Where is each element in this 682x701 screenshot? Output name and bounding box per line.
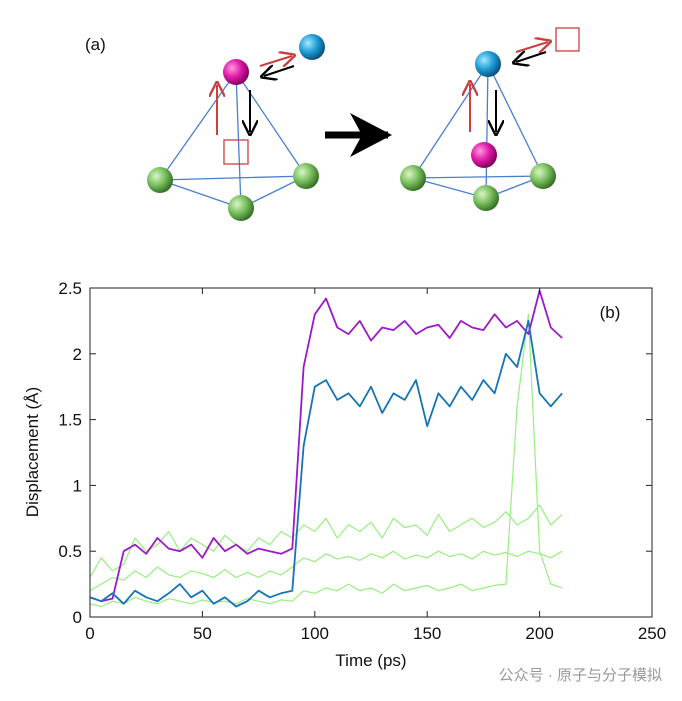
plot-frame <box>89 287 653 618</box>
panel-label: (a) <box>85 35 106 54</box>
x-tick-label: 50 <box>193 624 212 643</box>
atom <box>293 163 319 189</box>
y-tick-label: 1 <box>73 476 82 495</box>
atom <box>223 59 249 85</box>
x-tick-label: 100 <box>301 624 329 643</box>
arrow <box>259 56 292 66</box>
diagram-right <box>412 63 544 199</box>
atom <box>530 163 556 189</box>
plot: 0 50 100 150 200 250 0 0.5 1 1.5 2 2.5 <box>58 279 666 643</box>
x-tick-label: 250 <box>638 624 666 643</box>
vacancy <box>555 27 580 52</box>
atom <box>400 165 426 191</box>
x-tick-label: 0 <box>85 624 94 643</box>
x-tick-label: 200 <box>525 624 553 643</box>
atom <box>147 167 173 193</box>
x-tick-label: 150 <box>413 624 441 643</box>
vacancy <box>223 139 249 165</box>
arrow <box>515 42 548 52</box>
x-axis-label: Time (ps) <box>335 651 406 670</box>
series-line <box>89 504 563 578</box>
series-line <box>89 289 563 603</box>
watermark: 公众号 · 原子与分子模拟 <box>499 667 662 684</box>
series-line <box>89 313 563 608</box>
atom <box>299 34 325 60</box>
atom <box>228 195 254 221</box>
atom <box>473 185 499 211</box>
y-tick-label: 0.5 <box>58 542 82 561</box>
series-line <box>89 320 563 608</box>
y-tick-label: 0 <box>73 608 82 627</box>
series-line <box>89 550 563 592</box>
y-tick-label: 1.5 <box>58 411 82 430</box>
arrow <box>516 52 547 62</box>
y-tick-label: 2 <box>73 345 82 364</box>
atom <box>471 142 497 168</box>
panel-label: (b) <box>600 303 621 322</box>
arrow <box>264 66 295 76</box>
big-arrow-head <box>350 113 392 157</box>
y-axis-label: Displacement (Å) <box>23 387 42 517</box>
y-tick-label: 2.5 <box>58 279 82 298</box>
atom <box>475 51 501 77</box>
